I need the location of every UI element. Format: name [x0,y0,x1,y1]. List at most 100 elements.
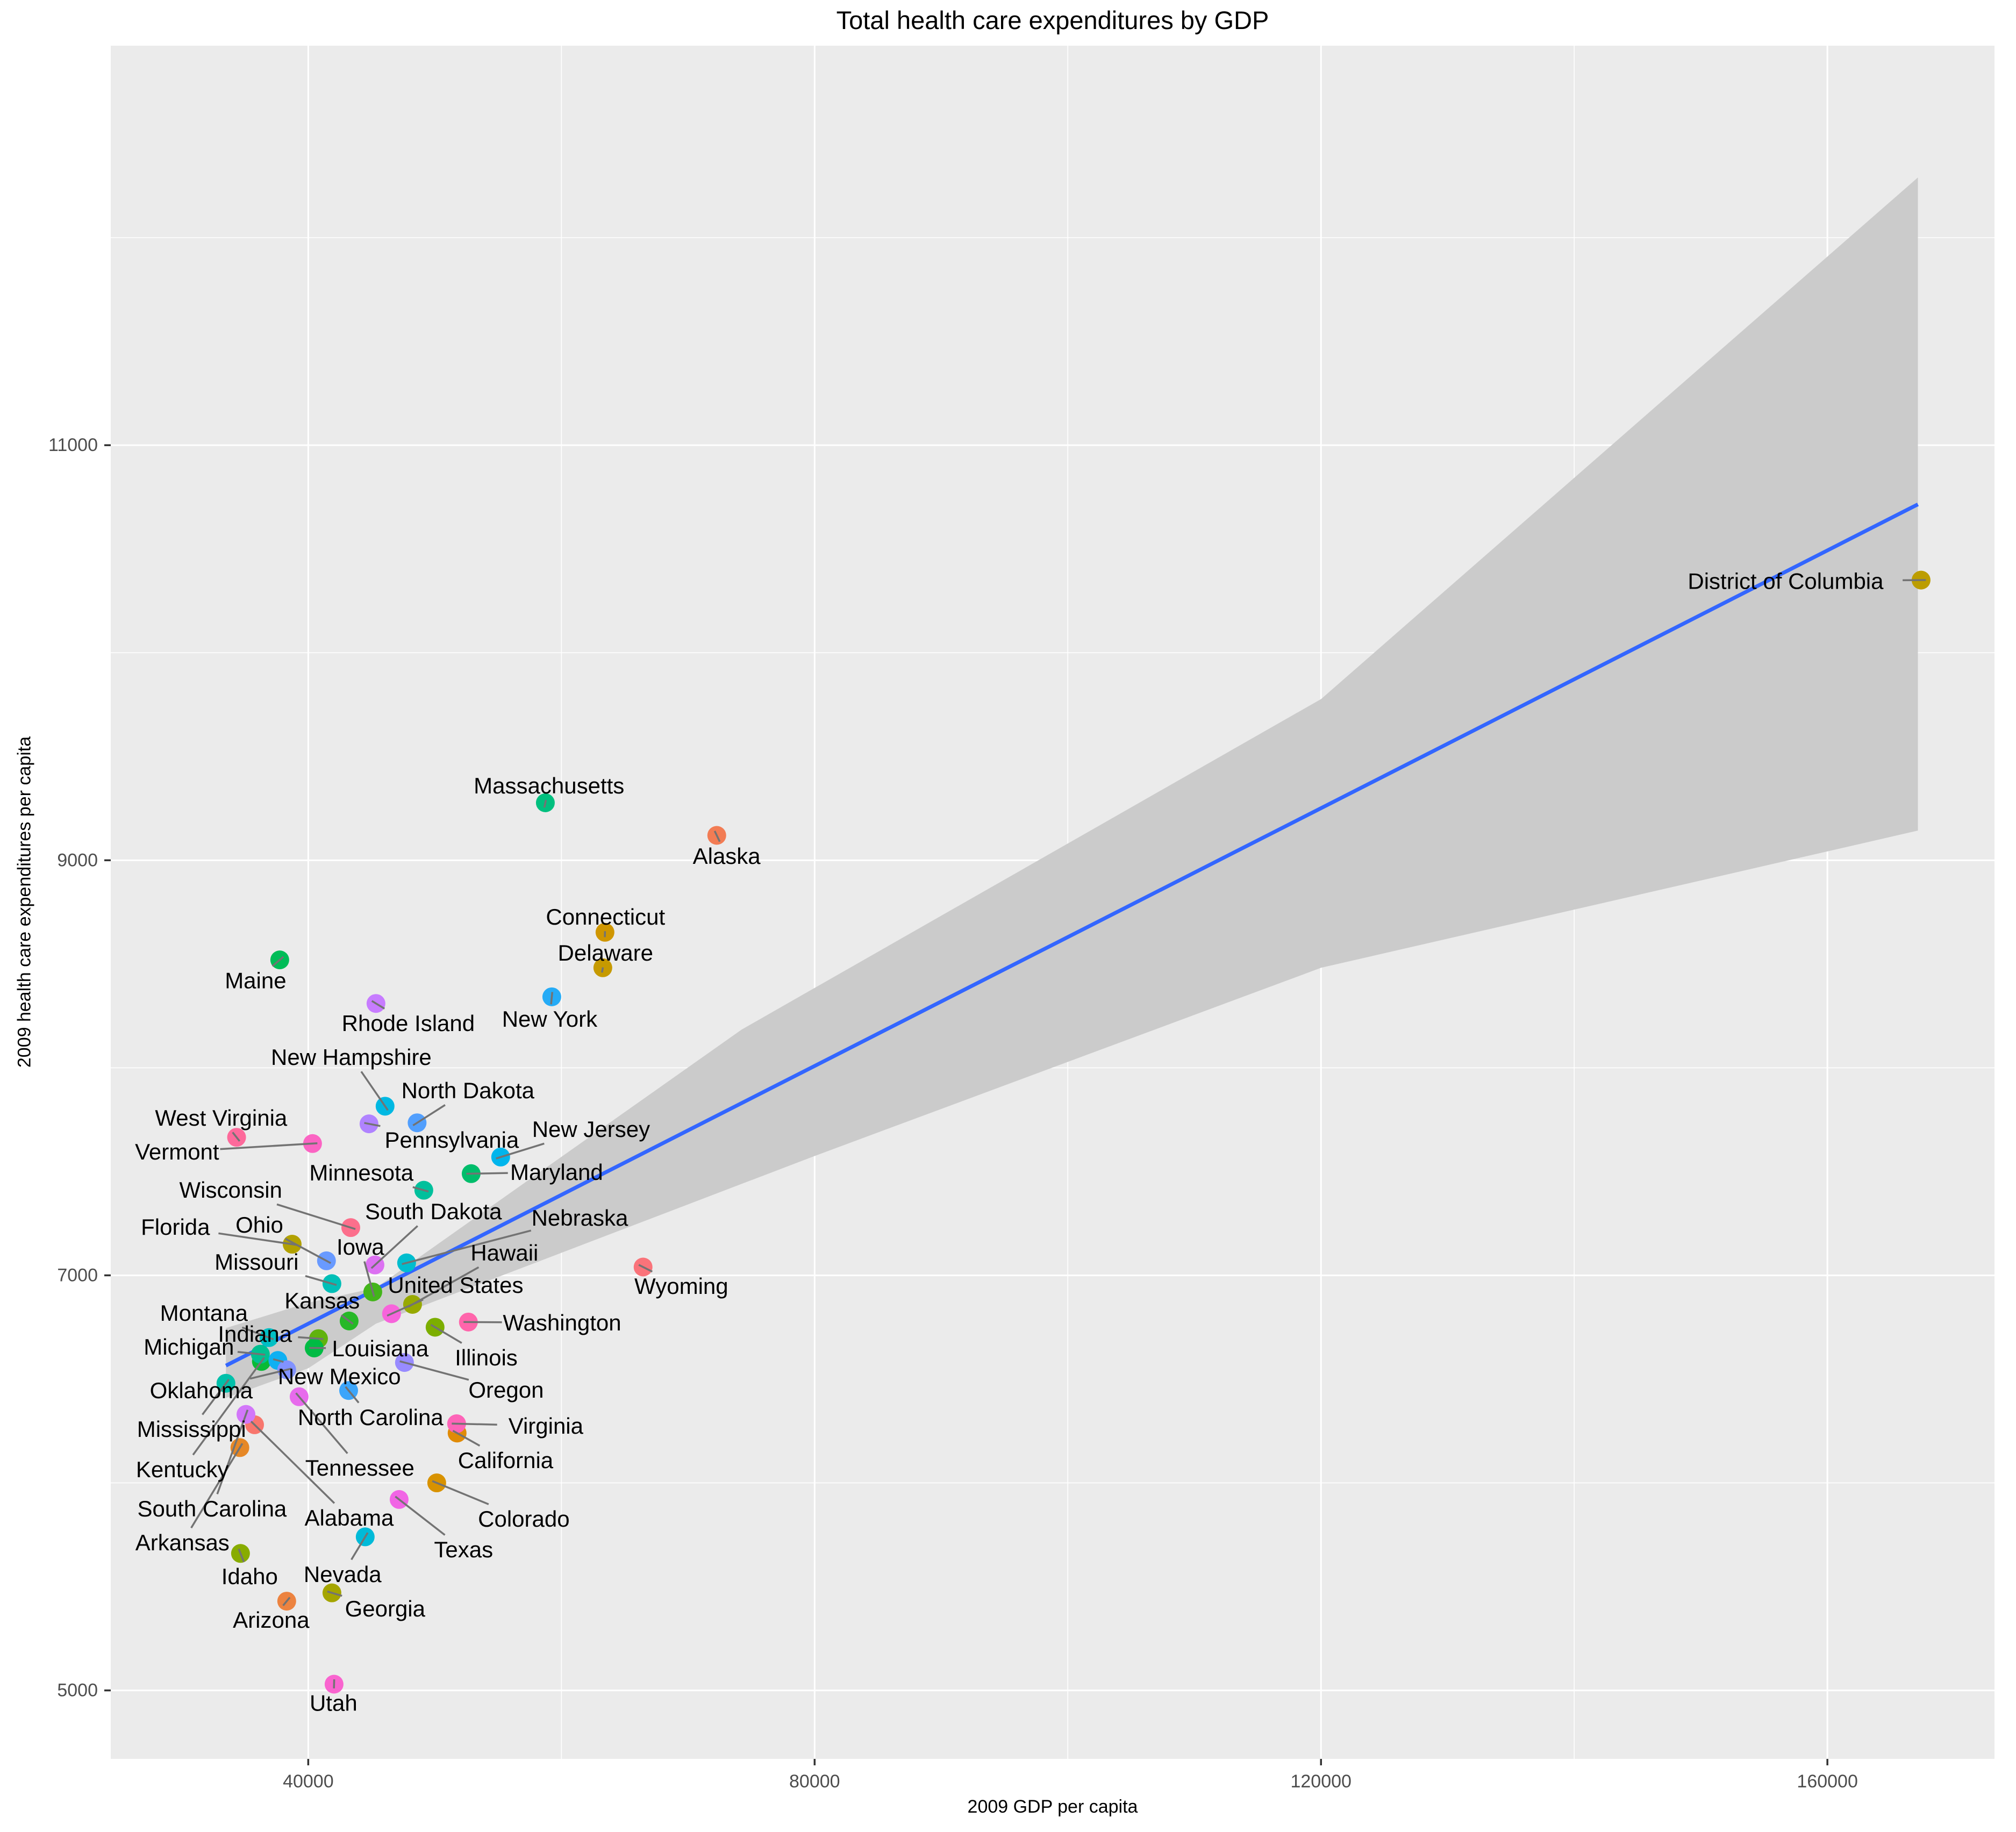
label-connecticut: Connecticut [546,904,665,929]
y-tick-label-5000: 5000 [57,1680,98,1701]
x-axis-title: 2009 GDP per capita [967,1797,1138,1817]
leader-texas [395,1495,446,1536]
label-maine: Maine [225,968,286,993]
label-virginia: Virginia [509,1413,584,1439]
leader-new-mexico [273,1358,284,1363]
label-washington: Washington [503,1310,621,1335]
trend-line [225,503,1919,1368]
label-west-virginia: West Virginia [155,1105,288,1130]
leader-california [452,1429,481,1447]
leader-delaware [601,967,604,973]
leader-alaska [713,831,721,842]
leader-illinois [430,1323,462,1344]
leader-nebraska [402,1229,532,1265]
label-oregon: Oregon [468,1377,544,1402]
leader-new-hampshire [360,1071,389,1111]
label-new-jersey: New Jersey [532,1117,650,1142]
label-louisiana: Louisiana [332,1336,428,1361]
label-indiana: Indiana [218,1321,292,1347]
leader-oregon [399,1360,469,1381]
leader-iowa [363,1261,375,1297]
label-michigan: Michigan [144,1334,234,1359]
label-district-of-columbia: District of Columbia [1688,569,1884,594]
label-kentucky: Kentucky [136,1457,229,1482]
leader-wisconsin [276,1203,356,1230]
leader-alabama [250,1420,335,1504]
leader-massachusetts [543,799,547,808]
x-tick-label-160000: 160000 [1797,1771,1857,1792]
leader-kansas [340,1314,354,1325]
label-alaska: Alaska [693,843,761,869]
confidence-band [226,177,1918,1398]
label-north-dakota: North Dakota [402,1078,535,1103]
label-nevada: Nevada [304,1562,382,1587]
leader-mississippi [202,1378,230,1415]
leader-pennsylvania [364,1122,381,1127]
leader-minnesota [412,1186,429,1193]
leader-new-york [550,992,554,1005]
leader-vermont [220,1142,318,1150]
leader-indiana [298,1336,324,1340]
leader-ohio [284,1237,332,1264]
x-tick-label-40000: 40000 [283,1771,334,1792]
label-georgia: Georgia [345,1596,426,1621]
label-south-carolina: South Carolina [137,1496,287,1521]
x-tick-label-120000: 120000 [1290,1771,1351,1792]
label-kansas: Kansas [284,1288,360,1313]
label-mississippi: Mississippi [137,1416,246,1442]
leader-wyoming [638,1264,653,1273]
leader-west-virginia [232,1132,241,1142]
label-north-carolina: North Carolina [298,1405,444,1430]
y-tick-label-9000: 9000 [57,850,98,870]
label-hawaii: Hawaii [470,1240,538,1265]
leader-south-dakota [370,1225,418,1269]
label-tennessee: Tennessee [305,1455,414,1480]
label-united-states: United States [388,1272,523,1298]
leader-virginia [452,1422,497,1426]
leader-arizona [282,1597,291,1606]
label-utah: Utah [310,1690,358,1715]
leader-montana [241,1326,274,1341]
label-missouri: Missouri [215,1249,298,1275]
label-nebraska: Nebraska [532,1205,628,1230]
label-arizona: Arizona [233,1607,310,1633]
label-alabama: Alabama [305,1505,394,1530]
label-pennsylvania: Pennsylvania [384,1127,519,1153]
label-california: California [458,1448,554,1473]
leader-north-dakota [412,1104,446,1127]
label-new-hampshire: New Hampshire [271,1044,432,1070]
leader-nevada [351,1532,369,1561]
leader-florida [218,1232,297,1246]
label-vermont: Vermont [135,1139,219,1164]
leader-maine [271,956,284,967]
leader-united-states [387,1299,424,1317]
label-idaho: Idaho [221,1564,278,1589]
leader-arkansas [190,1443,244,1529]
label-massachusetts: Massachusetts [474,773,624,798]
leader-georgia [327,1590,342,1597]
label-texas: Texas [434,1537,493,1562]
label-oklahoma: Oklahoma [150,1378,253,1403]
label-south-dakota: South Dakota [365,1199,502,1224]
label-montana: Montana [160,1300,248,1326]
y-tick-label-7000: 7000 [57,1265,98,1285]
leader-idaho [238,1548,245,1563]
label-new-mexico: New Mexico [278,1364,401,1389]
label-new-york: New York [502,1006,598,1032]
label-illinois: Illinois [455,1345,518,1370]
label-delaware: Delaware [558,940,653,965]
leader-tennessee [295,1392,348,1454]
y-tick-label-11000: 11000 [48,435,98,455]
label-rhode-island: Rhode Island [342,1011,475,1036]
chart-title: Total health care expenditures by GDP [836,6,1269,34]
label-arkansas: Arkansas [135,1530,230,1555]
label-iowa: Iowa [337,1234,384,1260]
leader-oklahoma [249,1368,292,1380]
leader-rhode-island [371,1000,385,1010]
leader-new-jersey [496,1142,545,1160]
leader-north-carolina [345,1386,360,1404]
x-tick-label-80000: 80000 [789,1771,840,1792]
leader-missouri [305,1275,337,1286]
